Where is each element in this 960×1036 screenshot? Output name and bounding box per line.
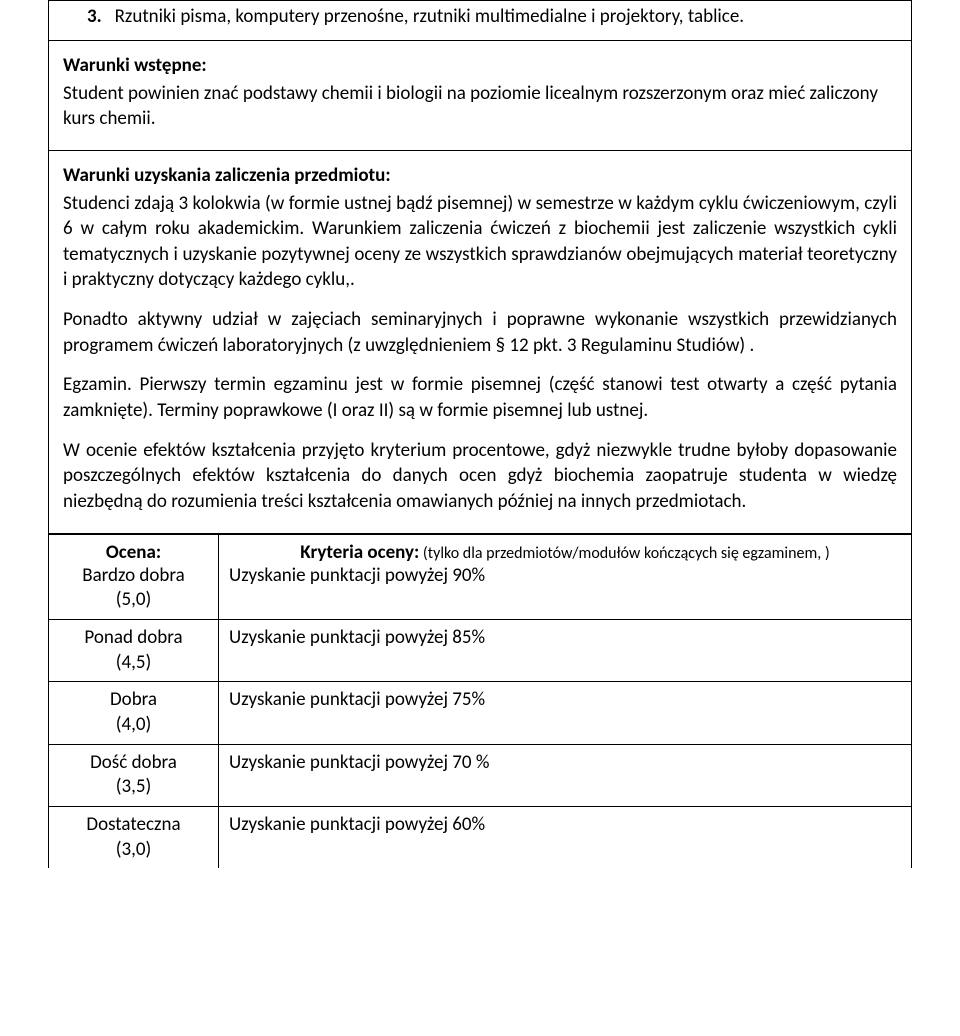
completion-p4: W ocenie efektów kształcenia przyjęto kr… <box>63 438 897 515</box>
grade-header-left: Ocena: <box>106 541 161 564</box>
prereq-heading: Warunki wstępne: <box>63 54 207 77</box>
grade-cell-1: Ponad dobra (4,5) <box>49 619 219 681</box>
grades-header-row: Ocena: Bardzo dobra (5,0) Kryteria oceny… <box>49 534 912 619</box>
grade-num-4: (3,0) <box>59 838 208 863</box>
grades-header-right-cell: Kryteria oceny: (tylko dla przedmiotów/m… <box>219 534 912 619</box>
grades-header-left-cell: Ocena: Bardzo dobra (5,0) <box>49 534 219 619</box>
prereq-body: Student powinien znać podstawy chemii i … <box>63 81 897 132</box>
criteria-cell-4: Uzyskanie punktacji powyżej 60% <box>219 807 912 869</box>
completion-p1: Studenci zdają 3 kolokwia (w formie ustn… <box>63 191 897 294</box>
criteria-cell-3: Uzyskanie punktacji powyżej 70 % <box>219 744 912 806</box>
grade-cell-2: Dobra (4,0) <box>49 682 219 744</box>
grade-cell-4: Dostateczna (3,0) <box>49 807 219 869</box>
grade-num-2: (4,0) <box>59 713 208 738</box>
completion-p1-text: Studenci zdają 3 kolokwia (w formie ustn… <box>63 192 897 292</box>
criteria-cell-1: Uzyskanie punktacji powyżej 85% <box>219 619 912 681</box>
grade-name-0: Bardzo dobra <box>59 564 208 589</box>
criteria-header: Kryteria oceny: (tylko dla przedmiotów/m… <box>229 541 901 564</box>
equipment-section: 3. Rzutniki pisma, komputery przenośne, … <box>48 0 912 41</box>
criteria-0: Uzyskanie punktacji powyżej 90% <box>229 564 901 587</box>
list-text: Rzutniki pisma, komputery przenośne, rzu… <box>115 5 744 28</box>
completion-p3: Egzamin. Pierwszy termin egzaminu jest w… <box>63 373 897 422</box>
completion-p2: Ponadto aktywny udział w zajęciach semin… <box>63 308 897 357</box>
completion-p3-wrap: Egzamin. Pierwszy termin egzaminu jest w… <box>63 372 897 423</box>
equipment-list-item: 3. Rzutniki pisma, komputery przenośne, … <box>63 5 897 28</box>
grade-num-1: (4,5) <box>59 651 208 676</box>
criteria-4: Uzyskanie punktacji powyżej 60% <box>229 813 485 836</box>
grades-table: Ocena: Bardzo dobra (5,0) Kryteria oceny… <box>48 534 912 869</box>
criteria-header-bold: Kryteria oceny: <box>300 541 419 564</box>
document-page: 3. Rzutniki pisma, komputery przenośne, … <box>0 0 960 888</box>
completion-heading-para: Warunki uzyskania zaliczenia przedmiotu: <box>63 163 897 189</box>
grade-name-4: Dostateczna <box>59 813 208 838</box>
completion-p2-wrap: Ponadto aktywny udział w zajęciach semin… <box>63 307 897 358</box>
criteria-3: Uzyskanie punktacji powyżej 70 % <box>229 751 489 774</box>
criteria-header-small: (tylko dla przedmiotów/modułów kończącyc… <box>419 544 829 563</box>
grade-name-2: Dobra <box>59 688 208 713</box>
grade-name-3: Dość dobra <box>59 751 208 776</box>
prerequisites-section: Warunki wstępne: Student powinien znać p… <box>48 41 912 151</box>
table-row: Dostateczna (3,0) Uzyskanie punktacji po… <box>49 807 912 869</box>
grade-num-3: (3,5) <box>59 775 208 800</box>
criteria-1: Uzyskanie punktacji powyżej 85% <box>229 626 485 649</box>
table-row: Ponad dobra (4,5) Uzyskanie punktacji po… <box>49 619 912 681</box>
list-prefix: 3. <box>87 5 102 28</box>
criteria-cell-2: Uzyskanie punktacji powyżej 75% <box>219 682 912 744</box>
criteria-2: Uzyskanie punktacji powyżej 75% <box>229 688 485 711</box>
table-row: Dobra (4,0) Uzyskanie punktacji powyżej … <box>49 682 912 744</box>
table-row: Dość dobra (3,5) Uzyskanie punktacji pow… <box>49 744 912 806</box>
grade-cell-3: Dość dobra (3,5) <box>49 744 219 806</box>
prereq-heading-para: Warunki wstępne: <box>63 53 897 79</box>
completion-section: Warunki uzyskania zaliczenia przedmiotu:… <box>48 151 912 534</box>
grade-name-1: Ponad dobra <box>59 626 208 651</box>
grade-num-0: (5,0) <box>59 588 208 613</box>
completion-heading: Warunki uzyskania zaliczenia przedmiotu: <box>63 164 391 187</box>
